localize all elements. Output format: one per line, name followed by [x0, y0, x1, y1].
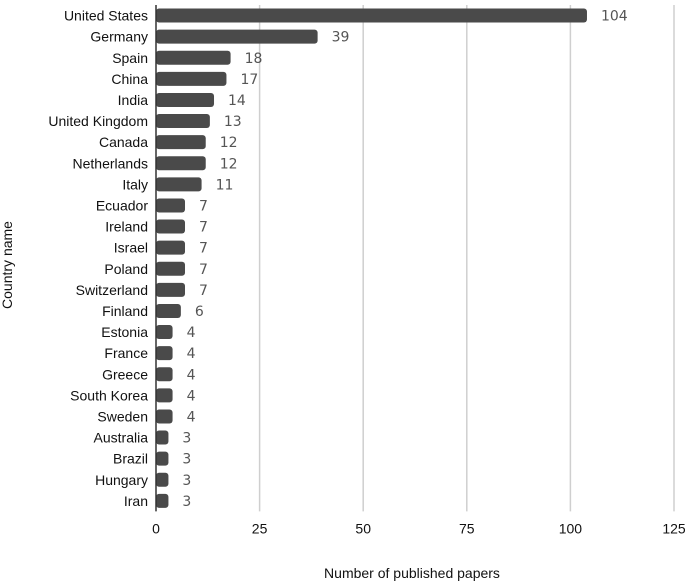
bar [156, 430, 169, 445]
value-label: 11 [216, 177, 234, 193]
category-label: Hungary [95, 472, 148, 488]
value-label: 7 [199, 283, 208, 299]
category-label: Estonia [101, 324, 148, 340]
value-label: 3 [182, 473, 191, 489]
x-tick-labels: 0 25 50 75 100 125 [152, 520, 685, 536]
x-tick-label: 100 [559, 520, 583, 536]
value-label: 3 [182, 494, 191, 510]
category-label: Ireland [105, 219, 148, 235]
bar [156, 325, 173, 340]
bar [156, 367, 173, 382]
category-label: Australia [94, 430, 149, 446]
category-label: Netherlands [73, 155, 149, 171]
value-label: 12 [220, 135, 238, 151]
bar [156, 156, 206, 171]
category-label: Brazil [113, 451, 148, 467]
value-label: 104 [601, 9, 628, 25]
value-label: 3 [182, 452, 191, 468]
value-label: 13 [224, 114, 242, 130]
bar [156, 388, 173, 403]
value-label: 12 [220, 156, 238, 172]
category-label: Sweden [97, 408, 148, 424]
x-tick-label: 25 [252, 520, 268, 536]
value-label: 7 [199, 262, 208, 278]
category-label: United Kingdom [48, 113, 148, 129]
bar [156, 135, 206, 150]
bar [156, 282, 186, 297]
gridlines [258, 5, 675, 512]
category-label: Ecuador [96, 197, 148, 213]
bar [156, 240, 186, 255]
category-label: Iran [124, 493, 148, 509]
category-label: South Korea [70, 387, 148, 403]
value-label: 14 [228, 93, 246, 109]
category-label: Italy [122, 176, 148, 192]
value-label: 39 [332, 30, 350, 46]
bar [156, 451, 169, 466]
bar [156, 71, 227, 86]
value-label: 7 [199, 220, 208, 236]
value-label: 17 [240, 72, 258, 88]
bar [156, 198, 186, 213]
bar [156, 29, 318, 44]
category-label: United States [64, 8, 148, 24]
bar [156, 50, 231, 65]
value-label: 4 [187, 388, 196, 404]
value-label: 3 [182, 431, 191, 447]
value-label: 4 [187, 325, 196, 341]
category-label: India [118, 92, 149, 108]
value-label: 4 [187, 409, 196, 425]
bar [156, 493, 169, 508]
category-label: Switzerland [76, 282, 148, 298]
bar [156, 261, 186, 276]
category-label: Spain [112, 50, 148, 66]
y-axis-title: Country name [0, 221, 15, 309]
bar [156, 92, 215, 107]
value-label: 4 [187, 367, 196, 383]
category-label: Poland [104, 261, 148, 277]
value-label: 18 [245, 51, 263, 67]
value-labels: 104 39 18 17 14 13 12 12 11 7 7 7 7 7 6 4 4 4 4 4 3 3 3 3 [182, 9, 627, 510]
value-label: 4 [187, 346, 196, 362]
x-tick-label: 75 [459, 520, 475, 536]
category-label: China [111, 71, 148, 87]
value-label: 7 [199, 198, 208, 214]
category-label: Germany [90, 29, 148, 45]
value-label: 7 [199, 241, 208, 257]
category-labels: United States Germany Spain China India Unite… [48, 8, 148, 509]
bar [156, 303, 181, 318]
category-label: Israel [114, 240, 148, 256]
x-axis-title: Number of published papers [324, 565, 500, 581]
x-tick-label: 0 [152, 520, 160, 536]
bar [156, 219, 186, 234]
bar [156, 114, 210, 129]
bar [156, 346, 173, 361]
category-label: France [104, 345, 148, 361]
x-tick-label: 50 [355, 520, 371, 536]
bar [156, 8, 587, 23]
bar [156, 409, 173, 424]
bar [156, 472, 169, 487]
bars [156, 8, 587, 508]
category-label: Canada [99, 134, 148, 150]
category-label: Greece [102, 366, 148, 382]
value-label: 6 [195, 304, 204, 320]
category-label: Finland [102, 303, 148, 319]
bar [156, 177, 202, 192]
x-tick-label: 125 [662, 520, 685, 536]
